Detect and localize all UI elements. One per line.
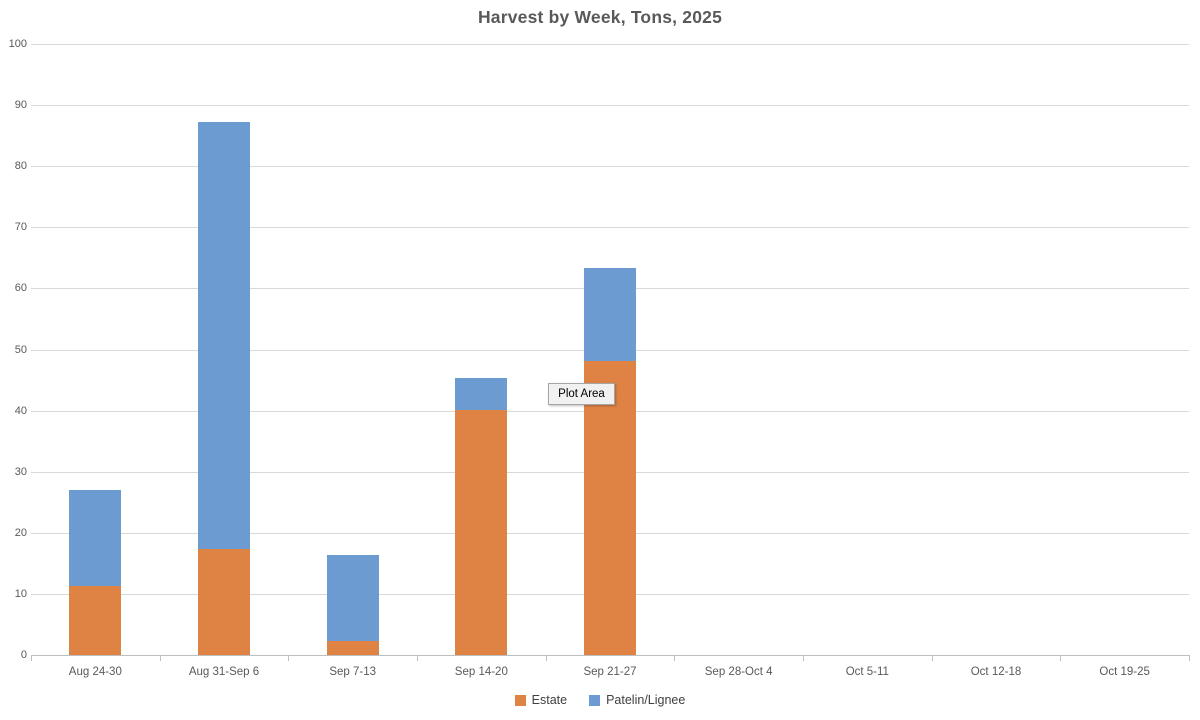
legend-swatch-icon <box>514 694 526 706</box>
x-tick <box>931 656 933 661</box>
bar-segment-patelin-lignee-2[interactable] <box>326 555 379 641</box>
x-category-label-8: Oct 19-25 <box>1099 666 1150 678</box>
x-tick <box>31 656 32 661</box>
gridline-100 <box>31 44 1189 45</box>
gridline-90 <box>31 105 1189 107</box>
y-tick-label-10: 10 <box>14 587 27 600</box>
gridline-70 <box>31 227 1189 229</box>
chart-legend: Estate Patelin/Lignee <box>0 691 1200 709</box>
y-tick-label-90: 90 <box>14 99 27 112</box>
x-tick <box>1060 656 1062 661</box>
bar-segment-patelin-lignee-3[interactable] <box>455 377 508 410</box>
bar-segment-patelin-lignee-0[interactable] <box>69 490 122 586</box>
bar-segment-estate-0[interactable] <box>69 585 122 655</box>
legend-item-estate[interactable]: Estate <box>514 693 568 707</box>
x-axis-line <box>31 655 1190 656</box>
x-tick <box>159 656 161 661</box>
legend-swatch-icon <box>589 694 601 706</box>
legend-label: Patelin/Lignee <box>606 693 686 707</box>
x-category-label-1: Aug 31-Sep 6 <box>188 666 260 678</box>
y-tick-label-20: 20 <box>14 526 27 539</box>
x-category-label-5: Sep 28-Oct 4 <box>704 666 773 678</box>
y-tick-label-40: 40 <box>14 404 27 417</box>
gridline-80 <box>31 166 1189 168</box>
x-tick <box>545 656 547 661</box>
y-tick-label-30: 30 <box>14 465 27 478</box>
chart-title[interactable]: Harvest by Week, Tons, 2025 <box>477 7 723 27</box>
legend-item-patelin-lignee[interactable]: Patelin/Lignee <box>589 693 685 707</box>
y-tick-label-60: 60 <box>14 282 27 295</box>
bar-segment-estate-1[interactable] <box>198 548 250 655</box>
x-category-label-2: Sep 7-13 <box>329 666 376 678</box>
bar-segment-patelin-lignee-1[interactable] <box>198 122 250 549</box>
x-tick <box>1189 656 1190 661</box>
x-tick <box>674 656 676 661</box>
x-category-label-0: Aug 24-30 <box>68 666 122 678</box>
plot-area[interactable] <box>31 44 1189 655</box>
x-tick <box>417 656 418 661</box>
y-tick-label-100: 100 <box>8 38 27 50</box>
x-category-label-4: Sep 21-27 <box>583 666 637 678</box>
x-category-label-6: Oct 5-11 <box>845 666 889 678</box>
y-tick-label-0: 0 <box>20 649 27 661</box>
y-tick-label-80: 80 <box>14 160 27 173</box>
plot-area-tooltip: Plot Area <box>548 383 615 405</box>
bar-segment-estate-4[interactable] <box>584 360 636 655</box>
x-category-label-7: Oct 12-18 <box>970 666 1022 678</box>
x-category-label-3: Sep 14-20 <box>454 666 508 678</box>
bar-segment-estate-3[interactable] <box>455 410 508 655</box>
x-tick <box>288 656 290 661</box>
bar-segment-estate-2[interactable] <box>326 640 379 655</box>
legend-label: Estate <box>531 693 568 707</box>
y-tick-label-50: 50 <box>14 343 27 356</box>
x-tick <box>803 656 804 661</box>
y-tick-label-70: 70 <box>14 221 27 234</box>
bar-segment-patelin-lignee-4[interactable] <box>584 267 636 361</box>
